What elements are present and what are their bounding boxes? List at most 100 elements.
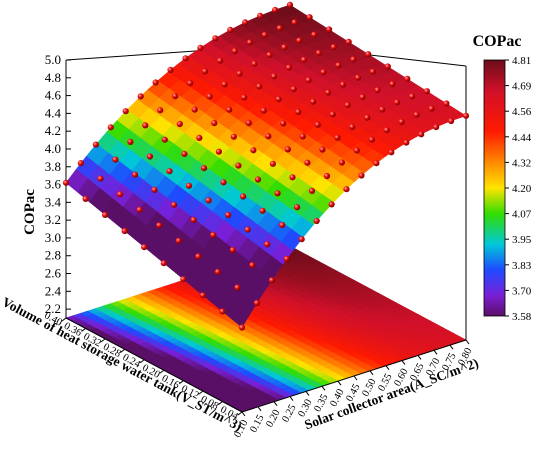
surface-marker [305, 76, 312, 84]
surface-marker [160, 260, 167, 267]
x-tick-mark [218, 401, 223, 405]
surface-marker [190, 216, 197, 223]
surface-marker [328, 201, 335, 208]
surface-marker [428, 105, 435, 112]
surface-marker [265, 133, 272, 140]
surface-marker [175, 237, 182, 244]
surface-marker [191, 106, 198, 113]
surface-marker [157, 107, 164, 114]
surface-marker [272, 6, 279, 14]
surface-marker [167, 66, 174, 73]
surface-marker [299, 133, 306, 140]
x-tick-mark [237, 411, 243, 416]
surface-marker [216, 57, 224, 64]
surface-marker [253, 299, 260, 307]
colorbar-gradient [483, 59, 506, 317]
surface-marker [205, 197, 212, 204]
surface-marker [350, 56, 357, 63]
surface-marker [359, 93, 366, 101]
surface-marker [187, 80, 194, 87]
surface-marker [180, 276, 187, 283]
surface-marker [320, 69, 327, 76]
surface-marker [241, 94, 248, 101]
surface-marker [393, 99, 401, 106]
surface-marker [152, 79, 159, 86]
z-tick-label: 4.2 [45, 123, 61, 138]
surface-marker [246, 39, 253, 46]
surface-marker [122, 108, 129, 115]
surface-marker [251, 60, 258, 67]
z-axis-title: COPac [22, 189, 38, 235]
surface-marker [279, 221, 286, 229]
y-tick-mark [305, 391, 310, 396]
surface-marker [196, 134, 203, 141]
z-tick-label: 3.2 [45, 212, 61, 227]
y-tick-mark [433, 349, 438, 355]
surface-marker [423, 88, 430, 95]
surface-marker [221, 81, 228, 88]
surface-marker [141, 244, 148, 251]
surface-marker [284, 146, 291, 153]
surface-marker [259, 207, 266, 214]
surface-marker [240, 193, 247, 200]
surface-marker [384, 63, 391, 70]
colorbar-tick-label: 4.32 [512, 157, 531, 169]
surface-marker [373, 160, 380, 167]
surface-marker [112, 156, 119, 163]
surface-marker [313, 217, 320, 225]
surface-marker [210, 231, 217, 239]
z-tick-label: 2.8 [45, 248, 61, 263]
surface-marker [358, 172, 365, 179]
surface-marker [266, 51, 273, 59]
surface-marker [172, 93, 179, 100]
surface-marker [283, 255, 290, 262]
surface-marker [300, 56, 307, 63]
surface-marker [82, 195, 89, 202]
surface-marker [230, 133, 237, 140]
surface-marker [270, 73, 278, 80]
surface-marker [234, 284, 241, 291]
surface-marker [245, 119, 252, 126]
surface-marker [260, 107, 267, 114]
surface-marker [268, 277, 275, 284]
surface-marker [353, 147, 360, 154]
surface-marker [276, 25, 283, 32]
surface-marker [201, 68, 209, 75]
surface-marker [345, 38, 352, 46]
surface-marker [364, 114, 371, 121]
surface-marker [330, 43, 337, 51]
surface-marker [200, 165, 208, 172]
surface-marker [211, 120, 218, 127]
surface-marker [238, 324, 246, 331]
x-tick-mark [139, 359, 145, 364]
y-tick-mark [241, 411, 246, 417]
surface-marker [339, 81, 347, 88]
surface-marker [324, 89, 332, 96]
y-tick-mark [353, 375, 358, 381]
surface-marker [443, 100, 450, 107]
surface-cell [229, 300, 253, 328]
surface-marker [156, 222, 163, 229]
z-tick-label: 3.0 [45, 230, 61, 245]
y-tick-mark [449, 344, 454, 350]
surface-marker [269, 160, 276, 167]
surface-marker [235, 162, 242, 169]
surface-marker [92, 141, 99, 148]
surface-marker [97, 175, 104, 182]
x-tick-mark [179, 380, 184, 385]
y-tick-mark [321, 385, 326, 391]
x-tick-mark [198, 390, 204, 395]
surface-marker [308, 187, 316, 194]
x-tick-mark [120, 348, 125, 353]
colorbar: COPac 4.81 4.69 4.56 4.44 4.32 4.20 4.07 3.95 3.… [473, 33, 532, 323]
surface-marker [264, 241, 271, 248]
surface-marker [349, 123, 356, 130]
y-tick-mark [385, 365, 390, 371]
surface-marker [296, 37, 303, 44]
surface-marker [462, 112, 470, 119]
y-tick-mark [417, 355, 422, 360]
surface [65, 4, 467, 328]
y-tick-mark [289, 396, 294, 401]
surface-marker [236, 70, 243, 77]
surface-marker [403, 139, 410, 146]
